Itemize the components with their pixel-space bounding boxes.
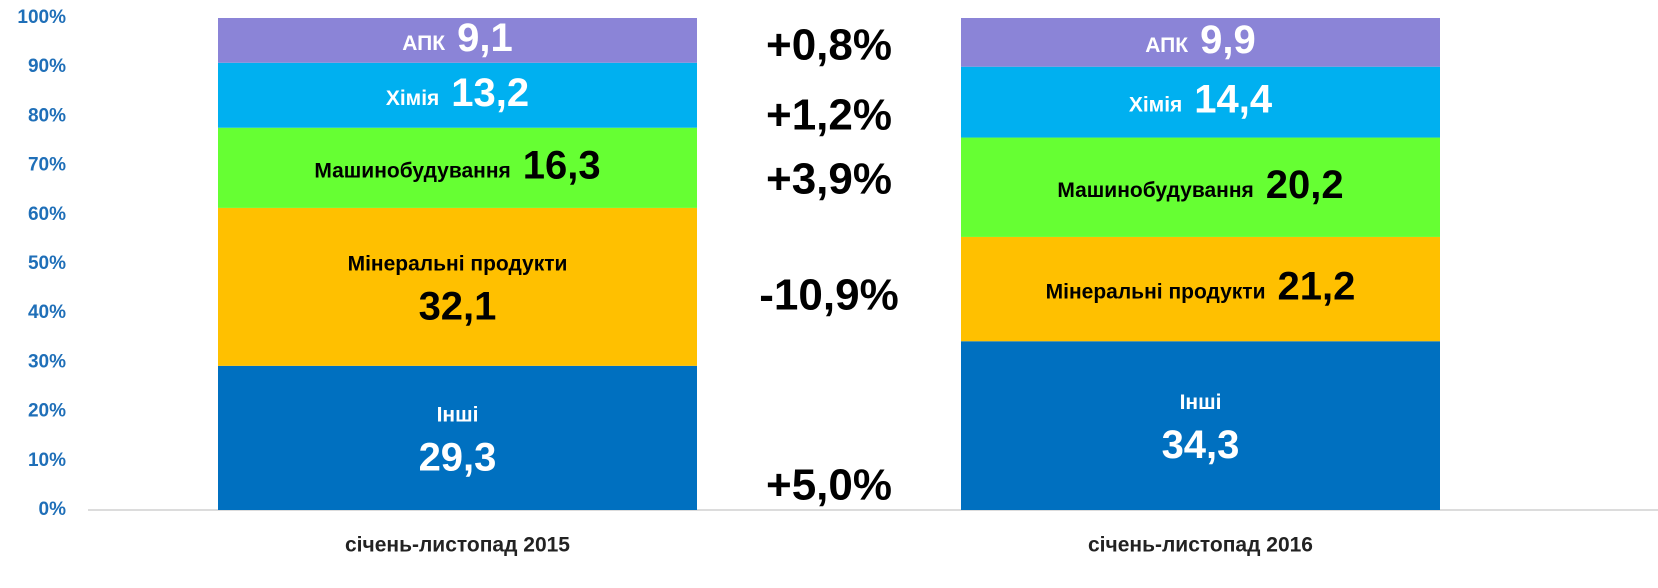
value-label: 9,9: [1200, 18, 1256, 62]
segment-name: Хімія: [1129, 94, 1182, 117]
y-tick-label: 10%: [28, 450, 66, 471]
y-tick-label: 90%: [28, 56, 66, 77]
segment-name: Машинобудування: [1057, 179, 1253, 202]
value-label: 14,4: [1194, 78, 1273, 122]
annotation: -10,9%: [759, 271, 898, 320]
value-label: 20,2: [1266, 163, 1344, 207]
y-tick-label: 20%: [28, 401, 66, 422]
y-tick-label: 70%: [28, 155, 66, 176]
x-tick-label: січень-листопад 2016: [1088, 534, 1313, 557]
bar-segment: [961, 66, 1440, 138]
value-label: 9,1: [457, 16, 513, 60]
segment-name: АПК: [1145, 34, 1188, 57]
value-label: 34,3: [1162, 423, 1240, 467]
segment-name: Мінеральні продукти: [1046, 281, 1266, 304]
bar-segment: [218, 18, 697, 63]
y-tick-label: 80%: [28, 105, 66, 126]
annotation: +3,9%: [766, 155, 892, 204]
segment-name: АПК: [402, 32, 445, 55]
segment-name: Машинобудування: [314, 159, 510, 182]
bar-segment: [961, 137, 1440, 237]
y-tick-label: 60%: [28, 204, 66, 225]
bar-segment: [218, 62, 697, 128]
value-label: 21,2: [1277, 265, 1355, 309]
x-tick-label: січень-листопад 2015: [345, 534, 570, 557]
value-label: 29,3: [419, 435, 497, 479]
bar-segment: [218, 127, 697, 208]
bar-segment: [218, 365, 697, 510]
y-tick-label: 40%: [28, 302, 66, 323]
segment-name: Мінеральні продукти: [348, 252, 568, 275]
y-tick-label: 100%: [17, 7, 66, 28]
annotation: +0,8%: [766, 21, 892, 70]
segment-name: Інші: [437, 403, 479, 426]
y-tick-label: 30%: [28, 351, 66, 372]
bar-segment: [961, 341, 1440, 510]
annotation: +5,0%: [766, 461, 892, 510]
value-label: 32,1: [419, 284, 497, 328]
value-label: 16,3: [523, 143, 601, 187]
y-tick-label: 0%: [39, 499, 67, 520]
annotation: +1,2%: [766, 91, 892, 140]
value-label: 13,2: [451, 71, 529, 115]
bar-segment: [961, 236, 1440, 342]
bar-segment: [961, 18, 1440, 67]
bar-segment: [218, 207, 697, 366]
y-tick-label: 50%: [28, 253, 66, 274]
segment-name: Інші: [1180, 391, 1222, 414]
segment-name: Хімія: [386, 87, 439, 110]
